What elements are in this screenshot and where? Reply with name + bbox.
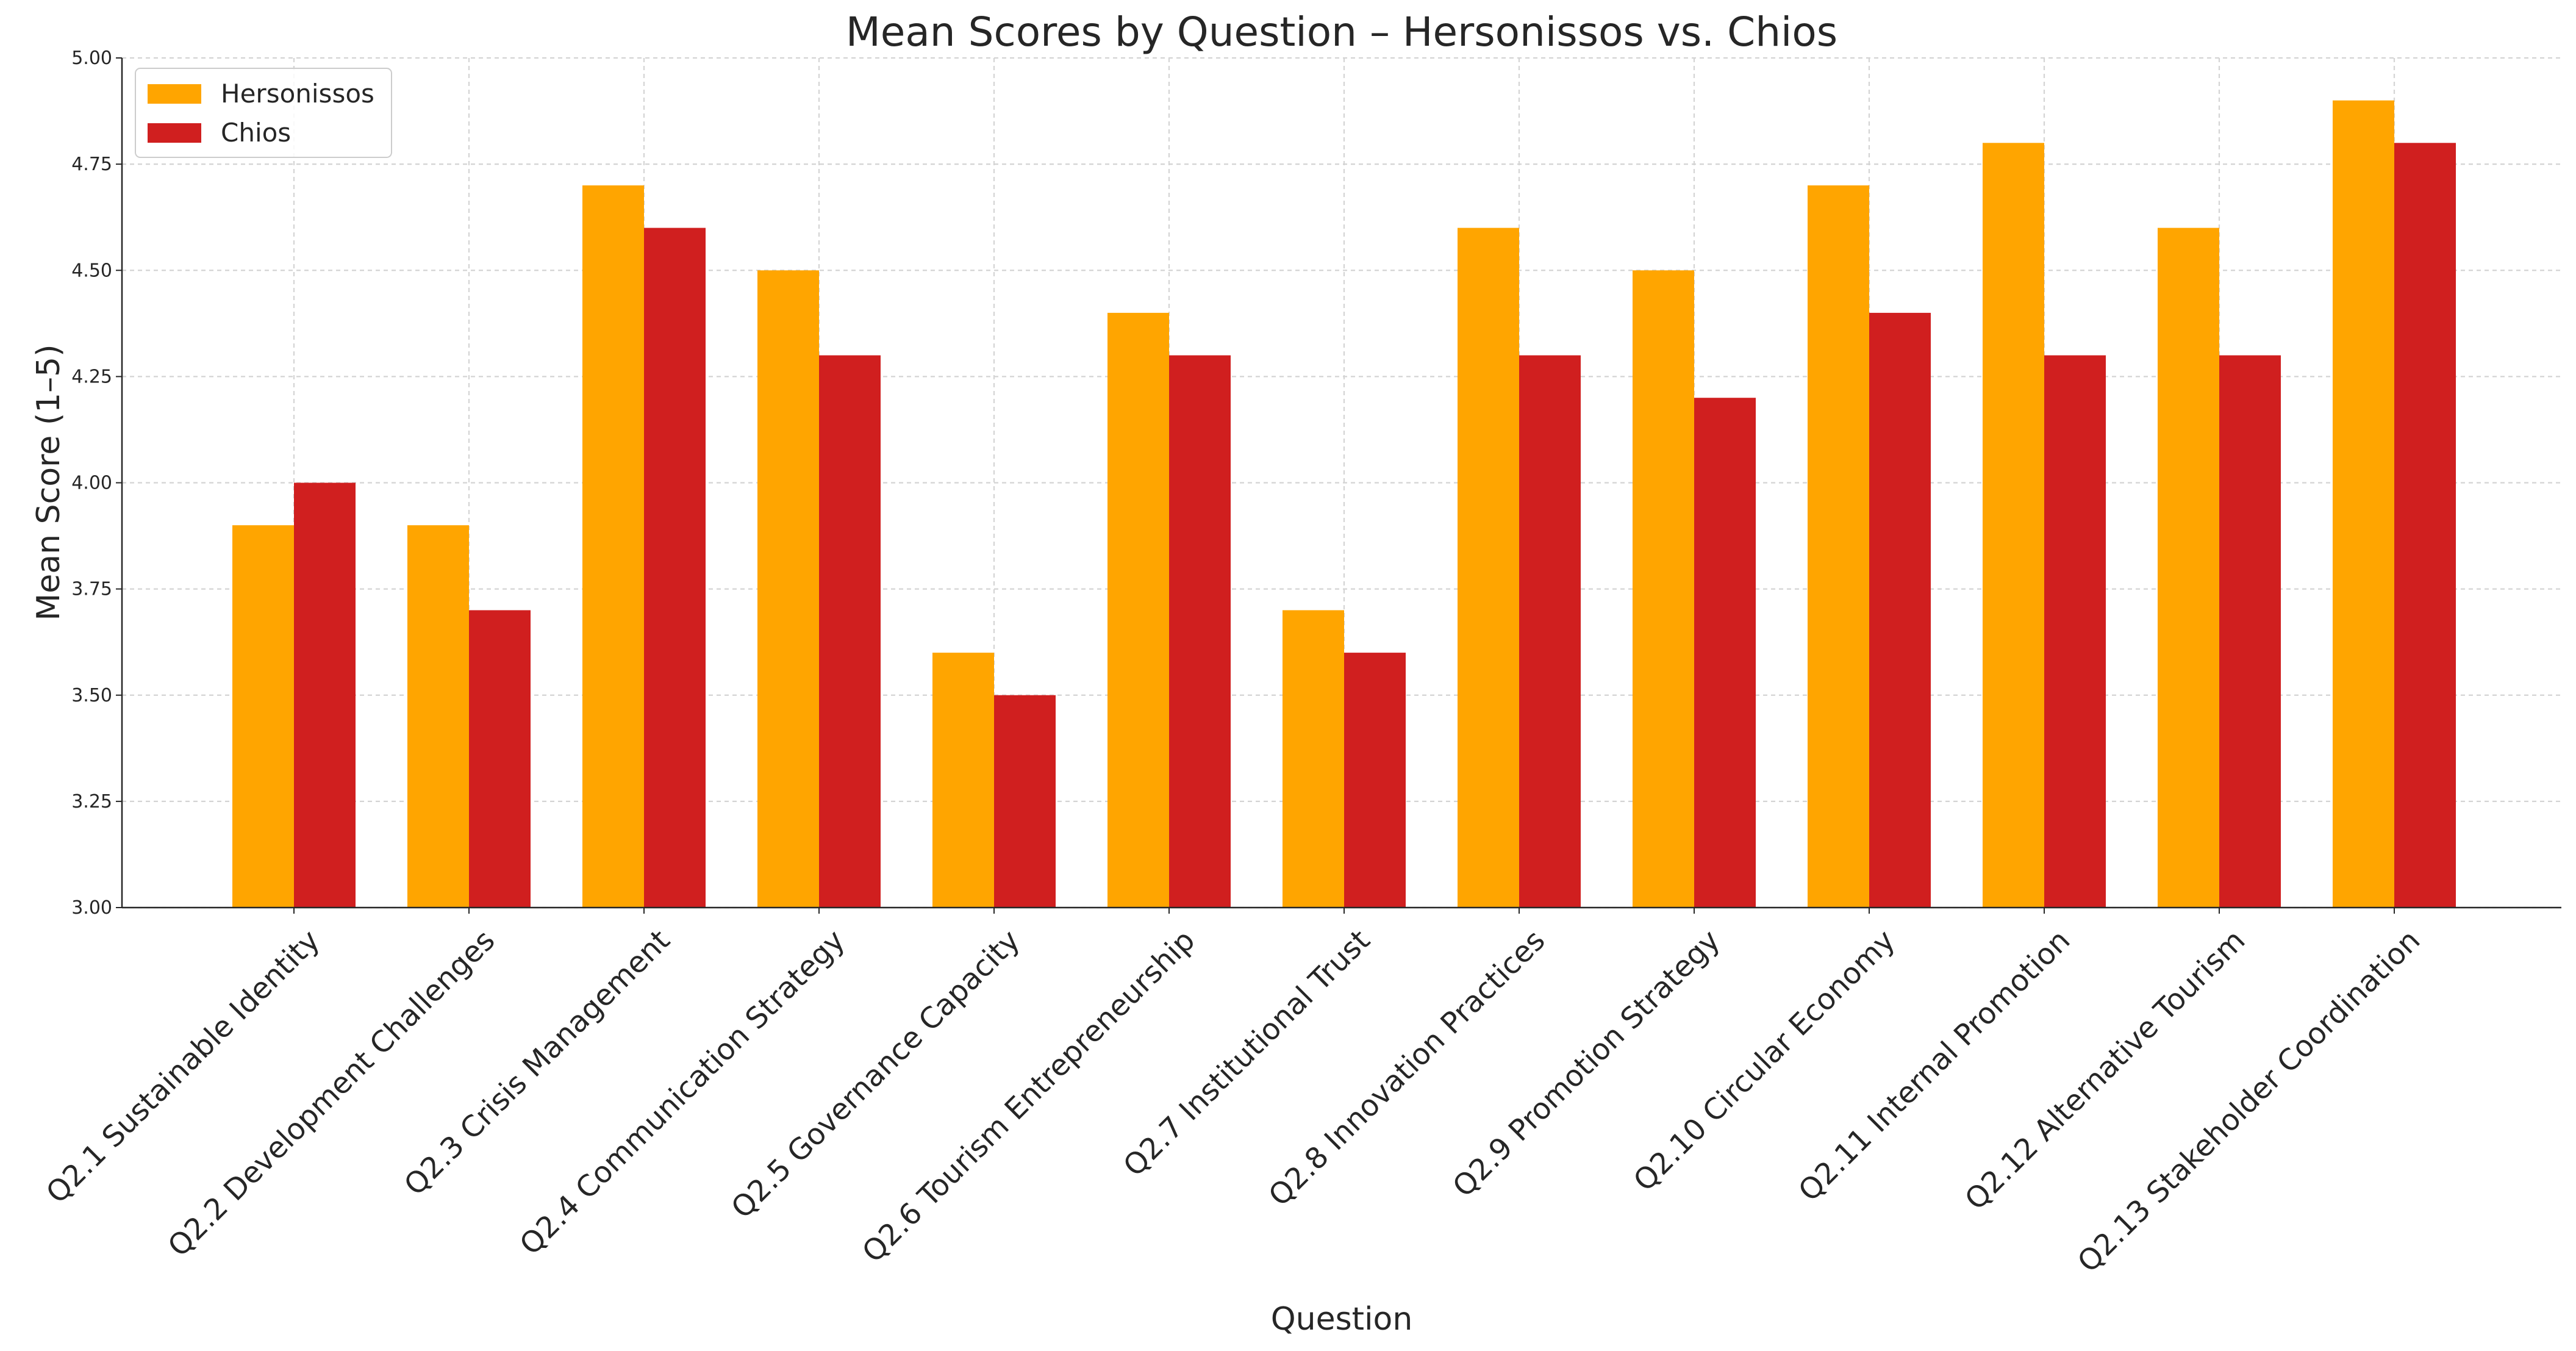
bar-chios-12	[2219, 355, 2281, 908]
x-tick-label: Q2.2 Development Challenges	[162, 923, 502, 1264]
bar-hersonissos-1	[232, 525, 294, 908]
x-tick-label: Q2.12 Alternative Tourism	[1958, 923, 2252, 1217]
y-tick-label: 3.25	[71, 791, 112, 812]
y-tick-label: 4.75	[71, 154, 112, 175]
y-axis-label: Mean Score (1–5)	[30, 344, 67, 620]
bar-hersonissos-7	[1283, 610, 1344, 908]
bar-hersonissos-3	[582, 185, 644, 908]
bar-chios-9	[1694, 398, 1756, 908]
x-tick-label: Q2.8 Innovation Practices	[1262, 923, 1552, 1213]
bar-hersonissos-13	[2333, 100, 2394, 908]
x-tick-label: Q2.6 Tourism Entrepreneurship	[856, 923, 1201, 1269]
bar-hersonissos-10	[1808, 185, 1869, 908]
x-tick-label: Q2.13 Stakeholder Coordination	[2071, 923, 2427, 1279]
bar-chios-6	[1169, 355, 1231, 908]
legend-label-hersonissos: Hersonissos	[221, 79, 374, 109]
legend-swatch-chios	[148, 123, 201, 143]
bar-hersonissos-2	[407, 525, 469, 908]
legend-label-chios: Chios	[221, 118, 291, 148]
bar-chios-11	[2044, 355, 2106, 908]
bar-hersonissos-8	[1458, 228, 1519, 908]
y-tick-label: 3.00	[71, 897, 112, 919]
x-tick-label: Q2.4 Communication Strategy	[513, 923, 852, 1262]
y-tick-label: 3.75	[71, 579, 112, 600]
bar-chios-13	[2394, 143, 2456, 908]
bars-layer	[232, 100, 2456, 908]
legend-swatch-hersonissos	[148, 84, 201, 104]
x-axis-label: Question	[1271, 1301, 1413, 1338]
bar-chios-8	[1519, 355, 1581, 908]
x-tick-label: Q2.5 Governance Capacity	[724, 923, 1026, 1225]
bar-chios-2	[469, 610, 531, 908]
y-tick-label: 4.50	[71, 260, 112, 281]
bar-hersonissos-9	[1633, 270, 1694, 908]
bar-hersonissos-4	[757, 270, 819, 908]
y-tick-label: 5.00	[71, 48, 112, 69]
bar-chios-10	[1869, 312, 1931, 908]
bar-chios-3	[644, 228, 706, 908]
legend: Hersonissos Chios	[135, 68, 392, 158]
bar-chios-7	[1344, 653, 1406, 908]
bar-chios-4	[819, 355, 881, 908]
bar-hersonissos-5	[932, 653, 994, 908]
bar-hersonissos-12	[2158, 228, 2219, 908]
y-tick-label: 4.00	[71, 473, 112, 494]
y-tick-label: 4.25	[71, 366, 112, 387]
chart-title: Mean Scores by Question – Hersonissos vs…	[846, 9, 1837, 56]
y-tick-label: 3.50	[71, 685, 112, 706]
x-tick-label: Q2.1 Sustainable Identity	[40, 923, 326, 1210]
bar-hersonissos-11	[1983, 143, 2044, 908]
bar-chios-1	[294, 482, 356, 908]
bar-chios-5	[994, 695, 1056, 908]
bar-hersonissos-6	[1107, 312, 1169, 908]
